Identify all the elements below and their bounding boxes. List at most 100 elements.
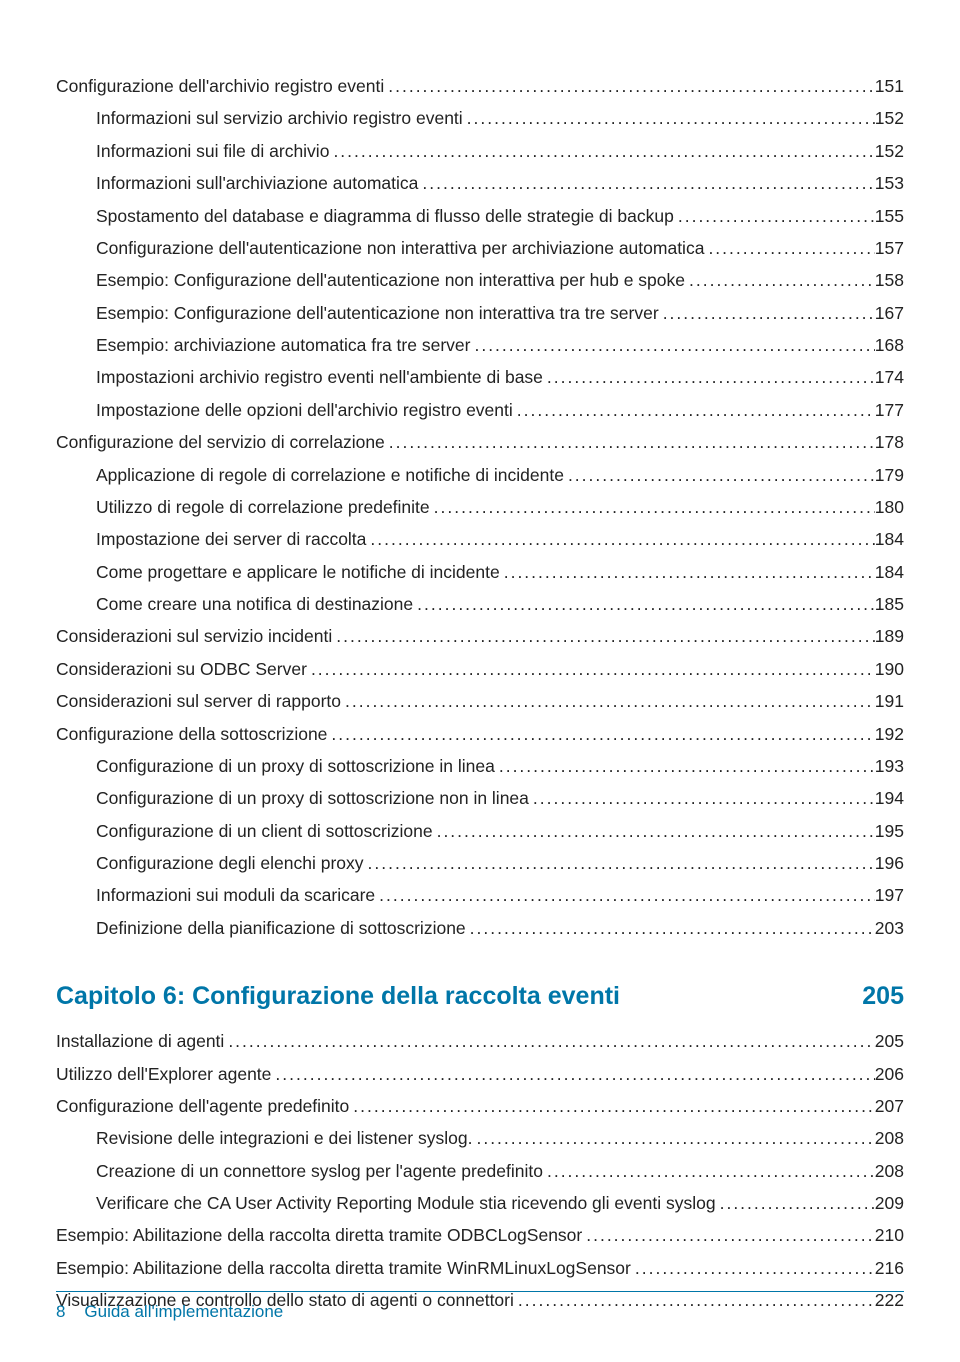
toc-entry-label: Considerazioni su ODBC Server [56,653,307,685]
toc-leader-dots [470,329,874,361]
toc-entry[interactable]: Configurazione dell'autenticazione non i… [56,232,904,264]
toc-leader-dots [332,620,875,652]
toc-leader-dots [500,556,875,588]
toc-entry[interactable]: Spostamento del database e diagramma di … [56,200,904,232]
toc-leader-dots [384,70,875,102]
toc-entry-page: 158 [875,264,904,296]
toc-entry[interactable]: Configurazione dell'archivio registro ev… [56,70,904,102]
toc-leader-dots [631,1252,875,1284]
toc-entry[interactable]: Informazioni sui file di archivio 152 [56,135,904,167]
toc-entry[interactable]: Utilizzo di regole di correlazione prede… [56,491,904,523]
toc-entry[interactable]: Esempio: archiviazione automatica fra tr… [56,329,904,361]
toc-entry-page: 193 [875,750,904,782]
toc-leader-dots [543,1155,875,1187]
toc-entry[interactable]: Verificare che CA User Activity Reportin… [56,1187,904,1219]
toc-leader-dots [307,653,875,685]
toc-entry-page: 196 [875,847,904,879]
toc-entry[interactable]: Configurazione dell'agente predefinito 2… [56,1090,904,1122]
toc-entry-page: 210 [875,1219,904,1251]
toc-entry-label: Come creare una notifica di destinazione [96,588,413,620]
toc-leader-dots [564,459,875,491]
toc-entry[interactable]: Impostazione delle opzioni dell'archivio… [56,394,904,426]
toc-leader-dots [463,102,875,134]
toc-entry[interactable]: Informazioni sui moduli da scaricare 197 [56,879,904,911]
toc-entry-page: 174 [875,361,904,393]
toc-entry[interactable]: Utilizzo dell'Explorer agente 206 [56,1058,904,1090]
toc-leader-dots [716,1187,875,1219]
toc-entry-page: 191 [875,685,904,717]
toc-entry-page: 177 [875,394,904,426]
toc-entry-page: 184 [875,523,904,555]
toc-leader-dots [472,1122,874,1154]
page-content: Configurazione dell'archivio registro ev… [0,0,960,1317]
toc-entry[interactable]: Configurazione degli elenchi proxy 196 [56,847,904,879]
toc-entry[interactable]: Esempio: Configurazione dell'autenticazi… [56,297,904,329]
toc-entry-label: Configurazione degli elenchi proxy [96,847,364,879]
toc-entry[interactable]: Configurazione del servizio di correlazi… [56,426,904,458]
toc-entry[interactable]: Informazioni sul servizio archivio regis… [56,102,904,134]
toc-leader-dots [418,167,874,199]
toc-entry[interactable]: Considerazioni su ODBC Server 190 [56,653,904,685]
toc-entry-page: 178 [875,426,904,458]
toc-entry[interactable]: Considerazioni sul servizio incidenti 18… [56,620,904,652]
toc-entry-page: 168 [875,329,904,361]
toc-entry[interactable]: Come progettare e applicare le notifiche… [56,556,904,588]
toc-entry-page: 205 [875,1025,904,1057]
toc-entry-page: 197 [875,879,904,911]
footer-page-number: 8 [56,1302,65,1321]
toc-entry-page: 208 [875,1155,904,1187]
toc-entry-page: 180 [875,491,904,523]
toc-entry[interactable]: Configurazione della sottoscrizione 192 [56,718,904,750]
toc-entry[interactable]: Applicazione di regole di correlazione e… [56,459,904,491]
toc-entry-label: Esempio: Abilitazione della raccolta dir… [56,1219,582,1251]
toc-entry-page: 194 [875,782,904,814]
toc-entry-label: Considerazioni sul server di rapporto [56,685,341,717]
toc-entry[interactable]: Definizione della pianificazione di sott… [56,912,904,944]
toc-entry-page: 185 [875,588,904,620]
toc-entry-label: Utilizzo di regole di correlazione prede… [96,491,430,523]
toc-entry[interactable]: Impostazione dei server di raccolta 184 [56,523,904,555]
toc-entry-page: 152 [875,102,904,134]
toc-entry-page: 167 [875,297,904,329]
toc-entry-page: 189 [875,620,904,652]
toc-entry-label: Installazione di agenti [56,1025,224,1057]
toc-entry-page: 203 [875,912,904,944]
toc-entry-label: Impostazione delle opzioni dell'archivio… [96,394,513,426]
toc-entry[interactable]: Impostazioni archivio registro eventi ne… [56,361,904,393]
toc-entry[interactable]: Considerazioni sul server di rapporto 19… [56,685,904,717]
toc-entry-label: Esempio: Abilitazione della raccolta dir… [56,1252,631,1284]
toc-entry-label: Configurazione di un proxy di sottoscriz… [96,750,495,782]
toc-entry-label: Creazione di un connettore syslog per l'… [96,1155,543,1187]
toc-entry-label: Informazioni sul servizio archivio regis… [96,102,463,134]
chapter-title: Capitolo 6: Configurazione della raccolt… [56,982,620,1011]
toc-entry[interactable]: Esempio: Abilitazione della raccolta dir… [56,1219,904,1251]
toc-entry[interactable]: Installazione di agenti 205 [56,1025,904,1057]
toc-leader-dots [341,685,875,717]
toc-entry-label: Verificare che CA User Activity Reportin… [96,1187,716,1219]
toc-entry-label: Applicazione di regole di correlazione e… [96,459,564,491]
toc-entry[interactable]: Informazioni sull'archiviazione automati… [56,167,904,199]
toc-leader-dots [582,1219,875,1251]
toc-entry-label: Configurazione dell'autenticazione non i… [96,232,704,264]
toc-entry-label: Revisione delle integrazioni e dei liste… [96,1122,472,1154]
toc-entry-page: 184 [875,556,904,588]
toc-entry-page: 155 [875,200,904,232]
toc-leader-dots [413,588,875,620]
toc-entry[interactable]: Configurazione di un client di sottoscri… [56,815,904,847]
toc-entry[interactable]: Configurazione di un proxy di sottoscriz… [56,782,904,814]
toc-leader-dots [674,200,875,232]
toc-entry[interactable]: Configurazione di un proxy di sottoscriz… [56,750,904,782]
toc-entry-page: 152 [875,135,904,167]
toc-entry-page: 208 [875,1122,904,1154]
toc-entry[interactable]: Esempio: Configurazione dell'autenticazi… [56,264,904,296]
toc-entry[interactable]: Revisione delle integrazioni e dei liste… [56,1122,904,1154]
toc-leader-dots [513,394,875,426]
toc-leader-dots [327,718,874,750]
toc-leader-dots [466,912,875,944]
toc-entry-label: Esempio: Configurazione dell'autenticazi… [96,264,685,296]
page-footer: 8 Guida all'implementazione [56,1291,904,1322]
toc-entry[interactable]: Esempio: Abilitazione della raccolta dir… [56,1252,904,1284]
toc-entry[interactable]: Come creare una notifica di destinazione… [56,588,904,620]
toc-entry-page: 216 [875,1252,904,1284]
toc-entry[interactable]: Creazione di un connettore syslog per l'… [56,1155,904,1187]
